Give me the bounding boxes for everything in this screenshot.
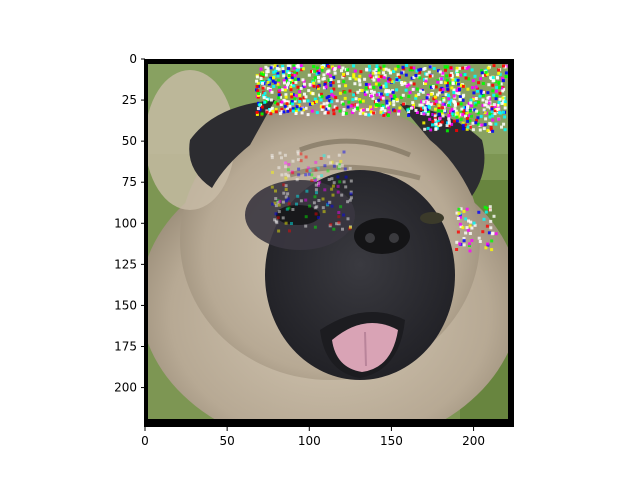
pug-photo [148,64,508,419]
y-tick-label: 0 [129,52,137,66]
x-tick-label: 200 [462,434,485,448]
y-tick-label: 100 [114,216,137,230]
y-tick-label: 75 [122,175,137,189]
nose [354,218,410,254]
y-tick-label: 200 [114,381,137,395]
x-axis: 0 50 100 150 200 [141,427,485,448]
noise-patch-face [270,150,353,233]
y-tick-label: 50 [122,134,137,148]
x-tick-label: 100 [298,434,321,448]
y-tick-label: 25 [122,93,137,107]
x-tick-label: 150 [380,434,403,448]
y-axis: 0 25 50 75 100 125 150 175 200 [114,52,145,395]
noise-patch-right [455,205,498,253]
x-tick-label: 50 [220,434,235,448]
noise-patch-top [255,64,508,133]
right-eye [420,212,444,224]
y-tick-label: 150 [114,298,137,312]
y-tick-label: 175 [114,340,137,354]
left-ear [189,100,275,188]
right-ear [400,104,485,196]
y-tick-label: 125 [114,257,137,271]
x-tick-label: 0 [141,434,149,448]
left-eye [276,205,320,225]
